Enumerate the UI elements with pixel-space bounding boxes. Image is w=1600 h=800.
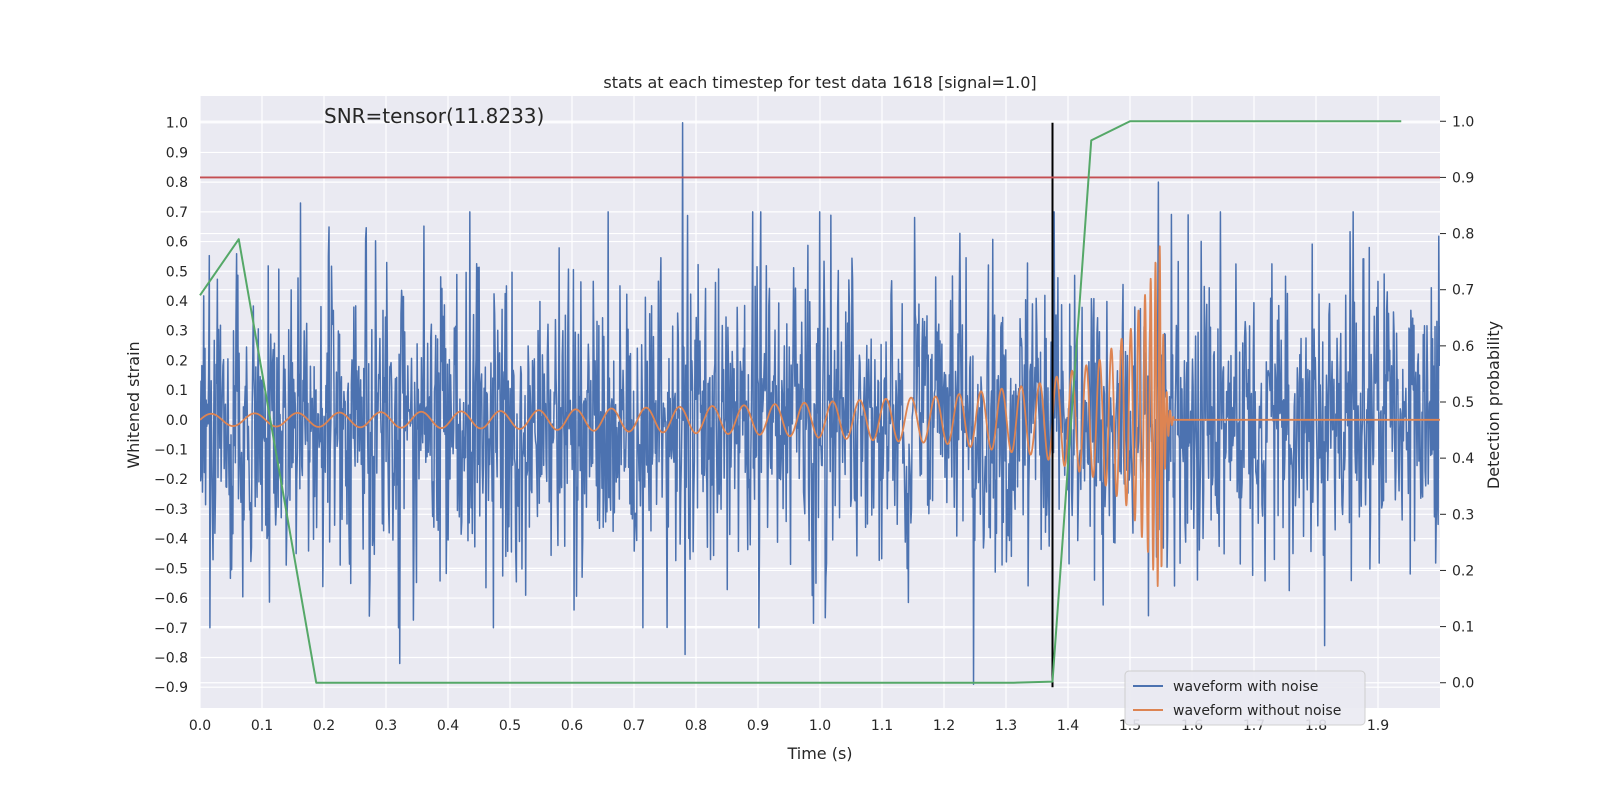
- series-waveform-with-noise: [200, 121, 1440, 685]
- y-left-tick-label: 0.0: [166, 413, 188, 429]
- x-tick-label: 0.3: [375, 718, 397, 734]
- y-left-tick-label: −0.2: [154, 472, 188, 488]
- x-axis-label: Time (s): [786, 744, 852, 763]
- y-right-tick-label: 1.0: [1452, 114, 1474, 130]
- y-axis-right: 0.0 0.1 0.2 0.3 0.4 0.5 0.6 0.7 0.8 0.9 1.0: [1440, 114, 1474, 692]
- series-detection-probability: [199, 120, 1402, 684]
- x-tick-label: 0.9: [747, 718, 769, 734]
- y-left-tick-label: −0.9: [154, 680, 188, 696]
- x-tick-label: 0.8: [685, 718, 707, 734]
- legend: waveform with noise waveform without noi…: [1124, 670, 1366, 726]
- x-tick-label: 0.0: [189, 718, 211, 734]
- y-left-tick-label: 0.8: [166, 175, 188, 191]
- y-left-tick-label: 0.7: [166, 205, 188, 221]
- x-tick-label: 1.9: [1367, 718, 1389, 734]
- y-right-tick-label: 0.7: [1452, 283, 1474, 299]
- overlay-layer: [199, 120, 1440, 688]
- legend-label-waveform-with-noise: waveform with noise: [1173, 679, 1318, 695]
- y-left-tick-label: 0.3: [166, 324, 188, 340]
- x-tick-label: 1.4: [1057, 718, 1079, 734]
- y-left-tick-label: −0.3: [154, 502, 188, 518]
- y-axis-right-label: Detection probability: [1484, 321, 1503, 489]
- y-left-tick-label: 0.6: [166, 235, 188, 251]
- legend-box: [1124, 670, 1366, 726]
- y-left-tick-label: 1.0: [166, 116, 188, 132]
- y-left-tick-label: 0.9: [166, 145, 188, 161]
- y-right-tick-label: 0.1: [1452, 620, 1474, 636]
- y-left-tick-label: −0.8: [154, 650, 188, 666]
- y-left-tick-label: −0.7: [154, 621, 188, 637]
- y-right-tick-label: 0.8: [1452, 227, 1474, 243]
- x-tick-label: 1.0: [809, 718, 831, 734]
- y-right-tick-label: 0.9: [1452, 170, 1474, 186]
- y-left-tick-label: −0.4: [154, 532, 188, 548]
- x-tick-label: 0.6: [561, 718, 583, 734]
- x-axis: 0.0 0.1 0.2 0.3 0.4 0.5 0.6 0.7 0.8 0.9 1.0 1.1 1.2 1…: [189, 718, 1389, 734]
- y-left-tick-label: 0.5: [166, 264, 188, 280]
- y-left-tick-label: −0.6: [154, 591, 188, 607]
- y-right-tick-label: 0.6: [1452, 339, 1474, 355]
- x-tick-label: 1.3: [995, 718, 1017, 734]
- y-right-tick-label: 0.3: [1452, 507, 1474, 523]
- y-left-tick-label: 0.1: [166, 383, 188, 399]
- x-tick-label: 1.1: [871, 718, 893, 734]
- snr-annotation: SNR=tensor(11.8233): [324, 104, 544, 128]
- y-right-tick-label: 0.2: [1452, 563, 1474, 579]
- y-left-tick-label: −0.1: [154, 443, 188, 459]
- x-tick-label: 0.7: [623, 718, 645, 734]
- y-left-tick-label: 0.2: [166, 353, 188, 369]
- y-axis-left-label: Whitened strain: [124, 341, 143, 468]
- legend-label-waveform-without-noise: waveform without noise: [1173, 703, 1341, 719]
- chart-title: stats at each timestep for test data 161…: [603, 73, 1036, 92]
- x-tick-label: 0.5: [499, 718, 521, 734]
- y-axis-left: −0.9 −0.8 −0.7 −0.6 −0.5 −0.4 −0.3 −0.2 −0.1 0.0 0…: [154, 116, 188, 696]
- x-tick-label: 0.1: [251, 718, 273, 734]
- series-layer: [200, 121, 1440, 685]
- y-left-tick-label: 0.4: [166, 294, 188, 310]
- y-right-tick-label: 0.4: [1452, 451, 1474, 467]
- y-left-tick-label: −0.5: [154, 561, 188, 577]
- x-tick-label: 1.2: [933, 718, 955, 734]
- y-right-tick-label: 0.0: [1452, 676, 1474, 692]
- x-tick-label: 0.2: [313, 718, 335, 734]
- y-right-tick-label: 0.5: [1452, 395, 1474, 411]
- x-tick-label: 0.4: [437, 718, 459, 734]
- series-waveform-without-noise: [200, 245, 1440, 588]
